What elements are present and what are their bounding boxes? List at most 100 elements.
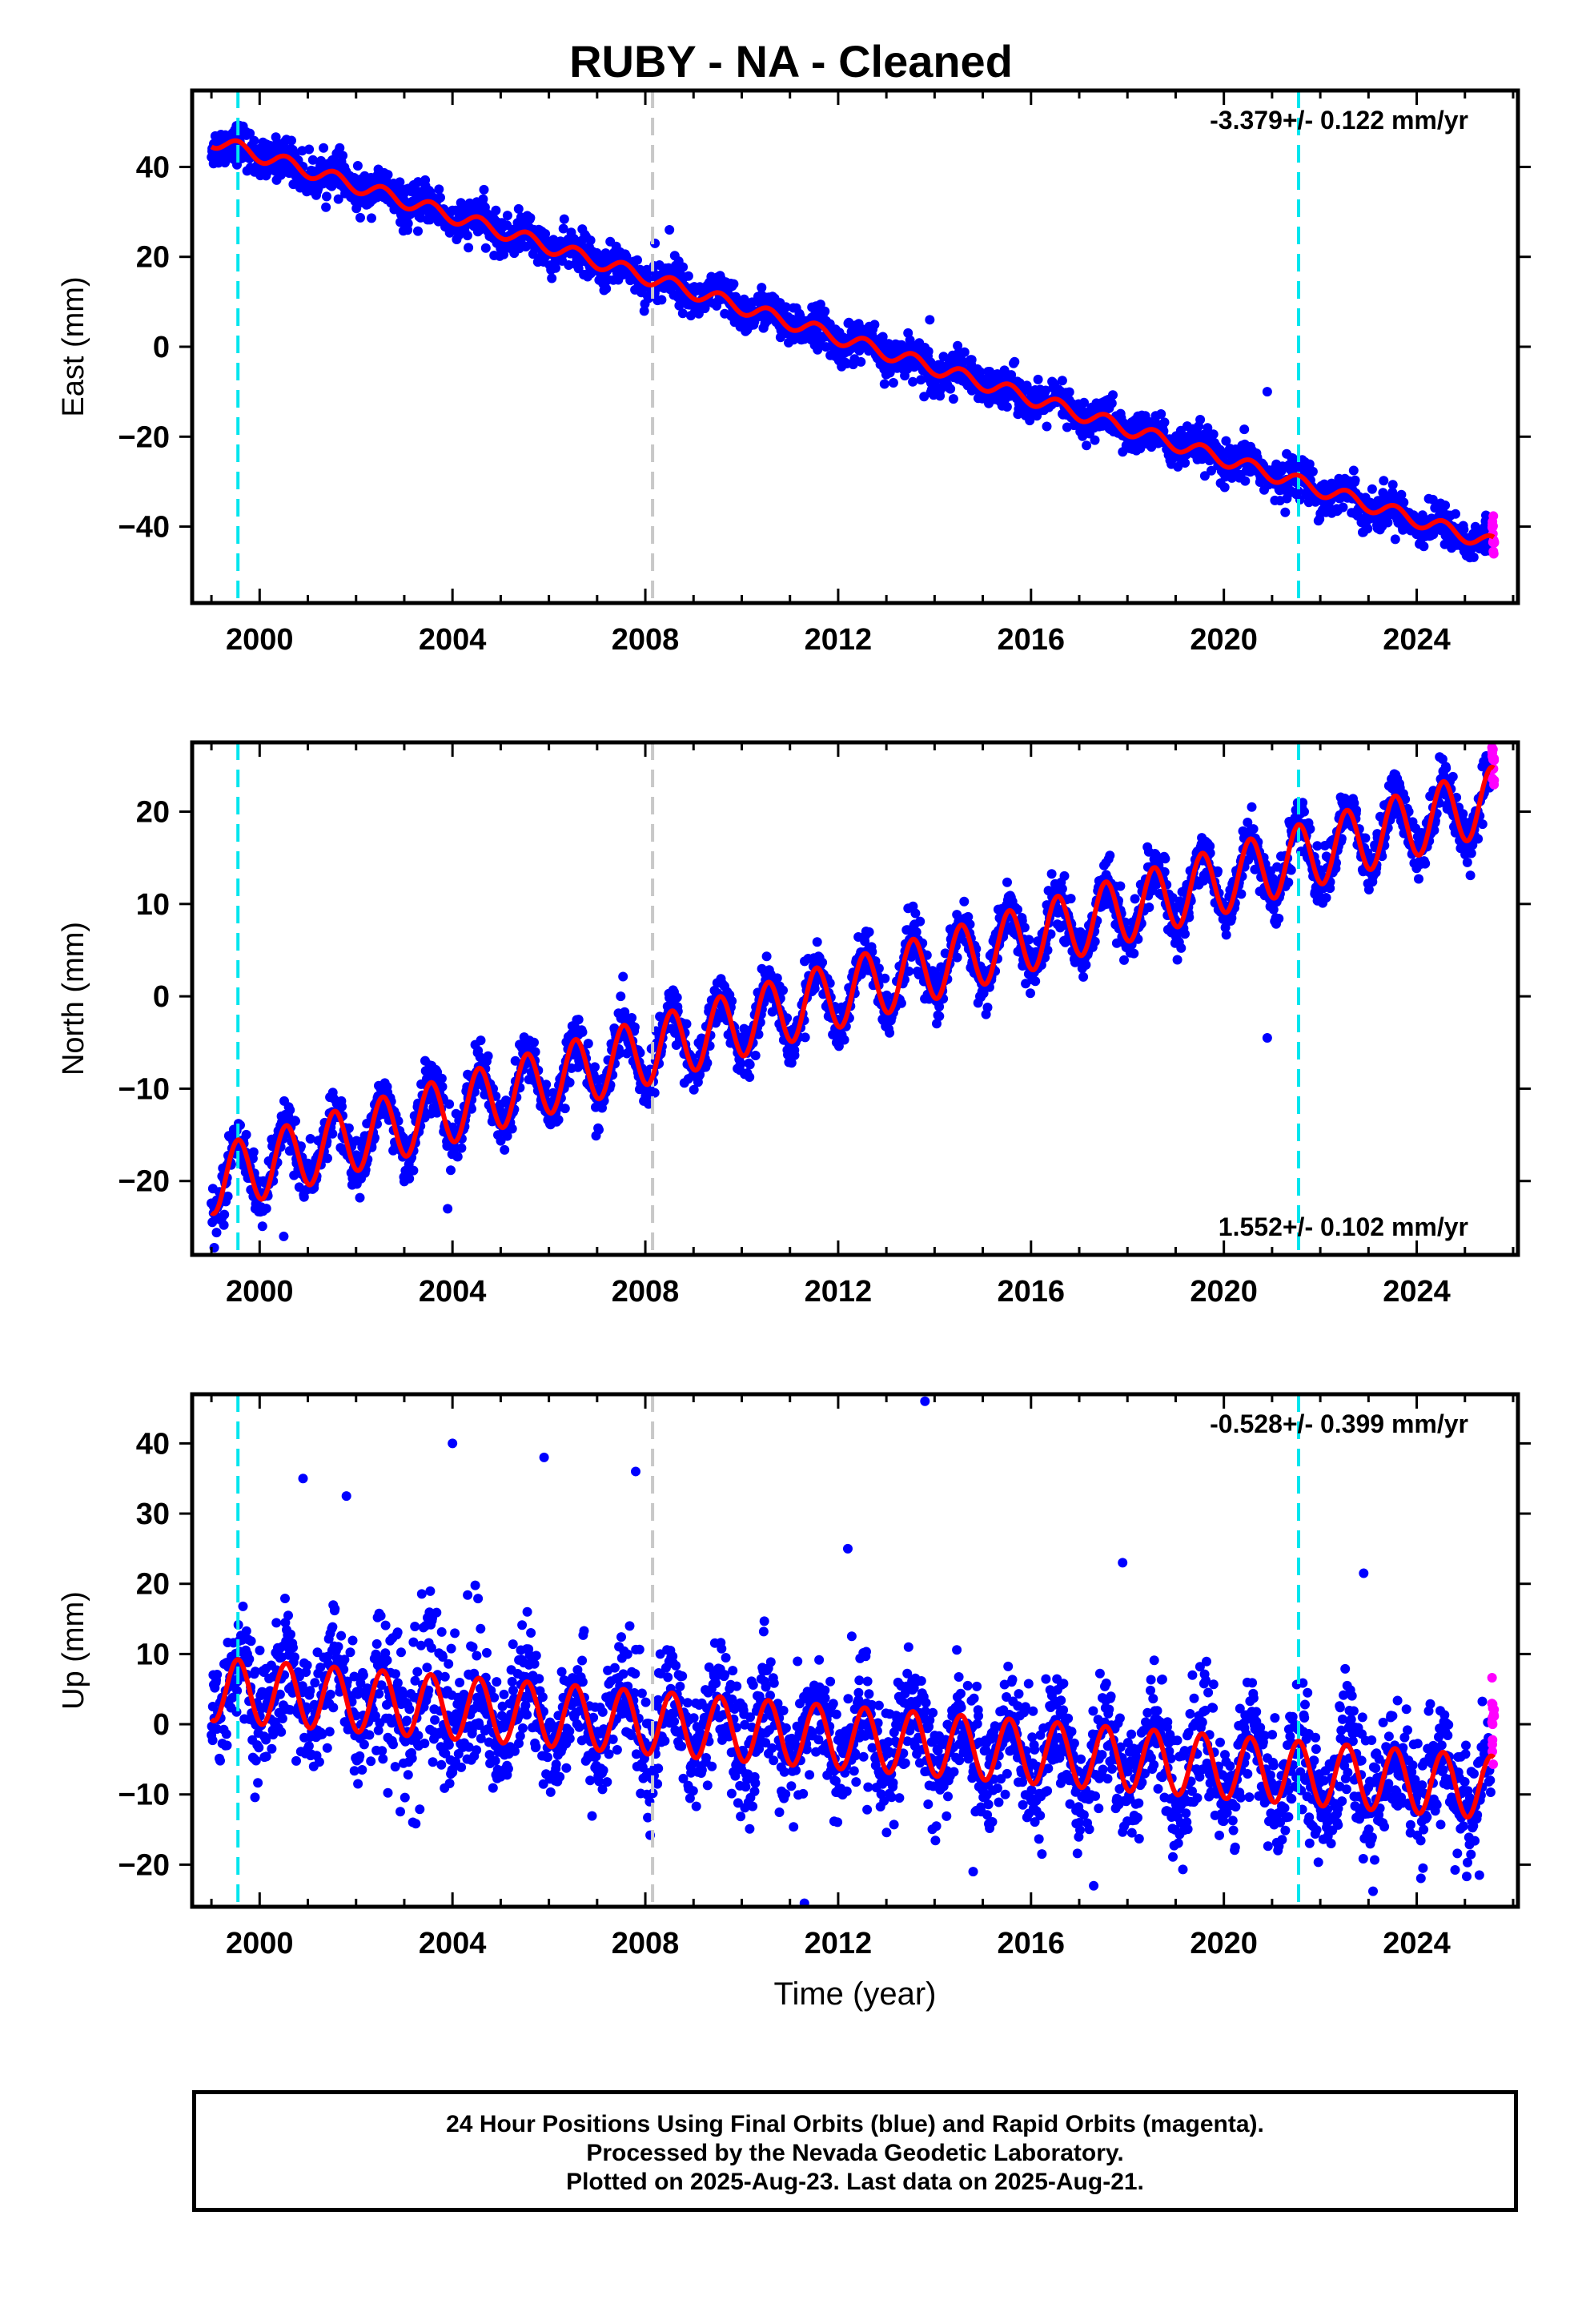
data-point bbox=[1299, 806, 1309, 817]
data-point bbox=[1160, 854, 1170, 864]
data-point bbox=[305, 1134, 315, 1144]
data-point bbox=[1057, 883, 1067, 894]
data-point bbox=[483, 1051, 493, 1061]
data-point bbox=[1059, 870, 1070, 881]
data-point bbox=[530, 1047, 540, 1057]
data-point bbox=[1427, 494, 1438, 505]
data-point bbox=[343, 1123, 354, 1133]
data-point bbox=[745, 1072, 755, 1082]
data-point bbox=[1440, 501, 1451, 510]
data-point bbox=[491, 205, 501, 215]
data-point bbox=[444, 1099, 455, 1109]
data-point bbox=[560, 1104, 570, 1114]
data-point bbox=[1081, 959, 1091, 970]
data-point bbox=[1247, 802, 1257, 812]
data-point bbox=[778, 985, 788, 995]
data-point bbox=[753, 1029, 764, 1039]
data-point bbox=[399, 1132, 408, 1143]
data-point bbox=[856, 356, 866, 367]
data-point bbox=[223, 1191, 233, 1201]
data-point bbox=[367, 213, 376, 223]
y-tick-label: −20 bbox=[118, 420, 170, 454]
chart-title: RUBY - NA - Cleaned bbox=[569, 36, 1013, 86]
data-point bbox=[888, 378, 898, 388]
data-point bbox=[880, 973, 890, 983]
data-point bbox=[985, 367, 995, 376]
data-point bbox=[1199, 471, 1210, 481]
data-point bbox=[820, 306, 830, 316]
data-point bbox=[513, 203, 524, 214]
data-point bbox=[211, 1228, 222, 1238]
data-point bbox=[436, 192, 445, 203]
data-point bbox=[462, 231, 472, 241]
x-tick-label: 2000 bbox=[226, 623, 294, 657]
data-point bbox=[327, 1128, 338, 1139]
data-point bbox=[750, 1051, 761, 1060]
data-point bbox=[1203, 423, 1213, 433]
data-point bbox=[1363, 524, 1373, 534]
data-point bbox=[245, 128, 255, 139]
data-point bbox=[425, 215, 435, 225]
data-point bbox=[923, 346, 934, 356]
data-point bbox=[249, 135, 259, 146]
data-point bbox=[896, 998, 906, 1008]
data-point bbox=[910, 908, 921, 919]
x-tick-label: 2024 bbox=[1383, 623, 1451, 657]
data-point bbox=[618, 971, 628, 982]
data-point bbox=[639, 306, 649, 316]
data-point bbox=[689, 1084, 699, 1095]
data-point bbox=[1219, 482, 1230, 493]
data-point bbox=[322, 191, 331, 202]
data-point bbox=[547, 273, 557, 283]
data-point bbox=[408, 1165, 419, 1176]
data-point bbox=[355, 212, 365, 223]
data-point bbox=[541, 1080, 552, 1090]
data-point bbox=[601, 283, 612, 294]
data-point bbox=[551, 263, 560, 273]
data-point bbox=[1399, 497, 1409, 508]
data-point bbox=[413, 226, 423, 236]
data-point bbox=[781, 302, 791, 312]
data-point bbox=[1119, 955, 1129, 965]
data-point bbox=[1115, 881, 1126, 891]
data-point bbox=[507, 1124, 517, 1134]
rapid-data-point bbox=[1488, 521, 1498, 531]
data-point bbox=[1307, 466, 1318, 476]
data-point bbox=[1348, 465, 1359, 476]
data-point bbox=[812, 937, 822, 947]
data-point bbox=[833, 1041, 844, 1051]
data-point bbox=[735, 1058, 745, 1068]
data-point bbox=[1360, 833, 1371, 843]
data-point bbox=[786, 1058, 797, 1068]
data-point bbox=[403, 219, 413, 229]
data-point bbox=[480, 243, 491, 253]
data-point bbox=[963, 911, 974, 922]
data-point bbox=[437, 1082, 448, 1092]
data-point bbox=[1248, 824, 1259, 834]
data-point bbox=[1129, 948, 1139, 959]
y-axis-label: East (mm) bbox=[57, 276, 90, 416]
data-point bbox=[1379, 476, 1389, 486]
data-point bbox=[948, 394, 958, 404]
data-point bbox=[1042, 421, 1052, 432]
data-point bbox=[1078, 971, 1089, 982]
data-point bbox=[1274, 914, 1284, 923]
data-point bbox=[479, 184, 489, 195]
data-point bbox=[800, 1032, 810, 1043]
data-point bbox=[665, 225, 675, 235]
data-point bbox=[434, 184, 444, 195]
data-point bbox=[966, 355, 977, 365]
data-point bbox=[772, 973, 782, 983]
data-point bbox=[1419, 541, 1429, 552]
data-point bbox=[502, 211, 512, 221]
data-point bbox=[583, 1039, 593, 1049]
data-point bbox=[1367, 484, 1377, 494]
data-point bbox=[446, 1165, 456, 1176]
data-point bbox=[1283, 877, 1294, 887]
data-point bbox=[1033, 374, 1043, 384]
data-point bbox=[1262, 387, 1272, 397]
data-point bbox=[287, 135, 296, 146]
data-point bbox=[559, 214, 569, 224]
data-point bbox=[304, 144, 315, 155]
x-tick-label: 2004 bbox=[419, 623, 487, 657]
